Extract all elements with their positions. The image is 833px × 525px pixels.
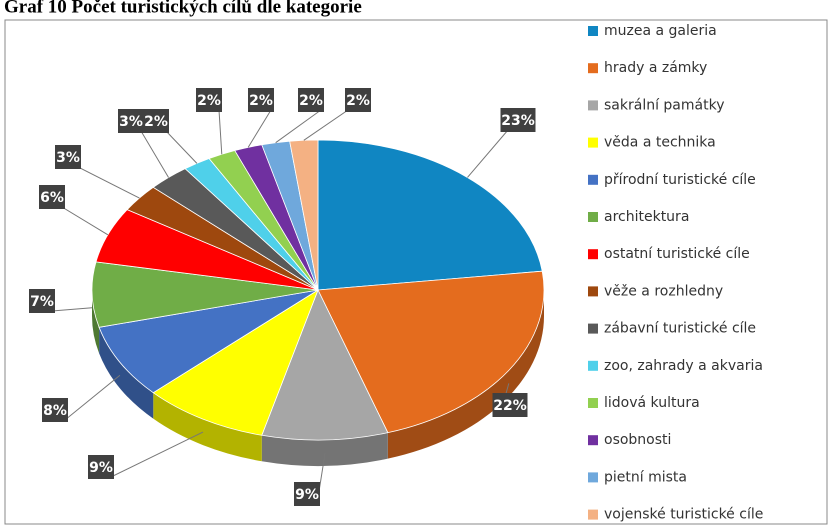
- data-label-box: [345, 88, 371, 112]
- legend-swatch: [588, 323, 598, 334]
- data-label-box: [492, 393, 528, 417]
- data-label-box: [196, 88, 222, 112]
- legend-swatch: [588, 100, 598, 111]
- data-label: 2%: [144, 114, 168, 130]
- legend-swatch: [588, 509, 598, 520]
- data-label: 3%: [56, 150, 80, 166]
- pie-side: [92, 290, 100, 354]
- pie-side: [387, 290, 544, 459]
- legend-label: ostatní turistické cíle: [604, 246, 750, 262]
- legend-swatch: [588, 472, 598, 483]
- legend-label: přírodní turistické cíle: [604, 172, 756, 188]
- legend-swatch: [588, 174, 598, 185]
- legend-label: pietní mista: [604, 469, 687, 485]
- title-background: [0, 0, 833, 12]
- data-label: 8%: [43, 403, 67, 419]
- pie-side: [99, 327, 154, 419]
- legend-swatch: [588, 63, 598, 74]
- legend-swatch: [588, 360, 598, 371]
- data-label: 6%: [40, 190, 64, 206]
- legend-label: vojenské turistické cíle: [604, 507, 763, 523]
- data-label: 3%: [119, 114, 143, 130]
- legend-label: muzea a galeria: [604, 23, 717, 39]
- legend-swatch: [588, 435, 598, 446]
- data-label: 2%: [299, 93, 323, 109]
- data-label: 23%: [501, 113, 535, 129]
- data-label-box: [42, 398, 68, 422]
- legend-label: hrady a zámky: [604, 60, 707, 76]
- data-label-box: [39, 185, 65, 209]
- legend-label: zoo, zahrady a akvaria: [604, 358, 763, 374]
- data-label: 2%: [346, 93, 370, 109]
- legend-swatch: [588, 137, 598, 148]
- data-label-box: [500, 108, 536, 132]
- legend-label: věda a technika: [604, 135, 716, 151]
- data-label-box: [248, 88, 274, 112]
- data-label: 2%: [197, 93, 221, 109]
- legend-swatch: [588, 398, 598, 408]
- pie-slice: [317, 270, 545, 434]
- legend-label: osobnosti: [604, 432, 671, 448]
- data-label: 2%: [249, 93, 273, 109]
- legend-swatch: [588, 286, 598, 297]
- pie-slice: [152, 289, 319, 436]
- pie-slice: [261, 289, 389, 441]
- pie-side: [153, 392, 262, 462]
- legend-label: lidová kultura: [604, 395, 700, 411]
- pie-side: [261, 432, 388, 466]
- legend-swatch: [588, 26, 598, 36]
- data-label: 22%: [493, 398, 527, 414]
- data-label: 9%: [295, 487, 319, 503]
- data-label-box: [294, 482, 320, 506]
- data-label: 9%: [89, 460, 113, 476]
- data-label-box: [88, 455, 114, 479]
- pie-slice: [317, 139, 543, 291]
- legend-swatch: [588, 249, 598, 260]
- legend-label: architektura: [604, 209, 689, 225]
- legend-swatch: [588, 212, 598, 222]
- data-label-box: [118, 109, 144, 133]
- chart-title: Graf 10 Počet turistických cílů dle kate…: [4, 0, 362, 17]
- legend-label: zábavní turistické cíle: [604, 321, 756, 337]
- pie-slice: [98, 289, 319, 394]
- data-label-box: [298, 88, 324, 112]
- data-label-box: [29, 289, 55, 313]
- legend-label: věže a rozhledny: [604, 283, 723, 299]
- data-label: 7%: [30, 294, 54, 310]
- data-label-box: [143, 109, 169, 133]
- legend-label: sakrální památky: [604, 97, 724, 113]
- data-label-box: [55, 145, 81, 169]
